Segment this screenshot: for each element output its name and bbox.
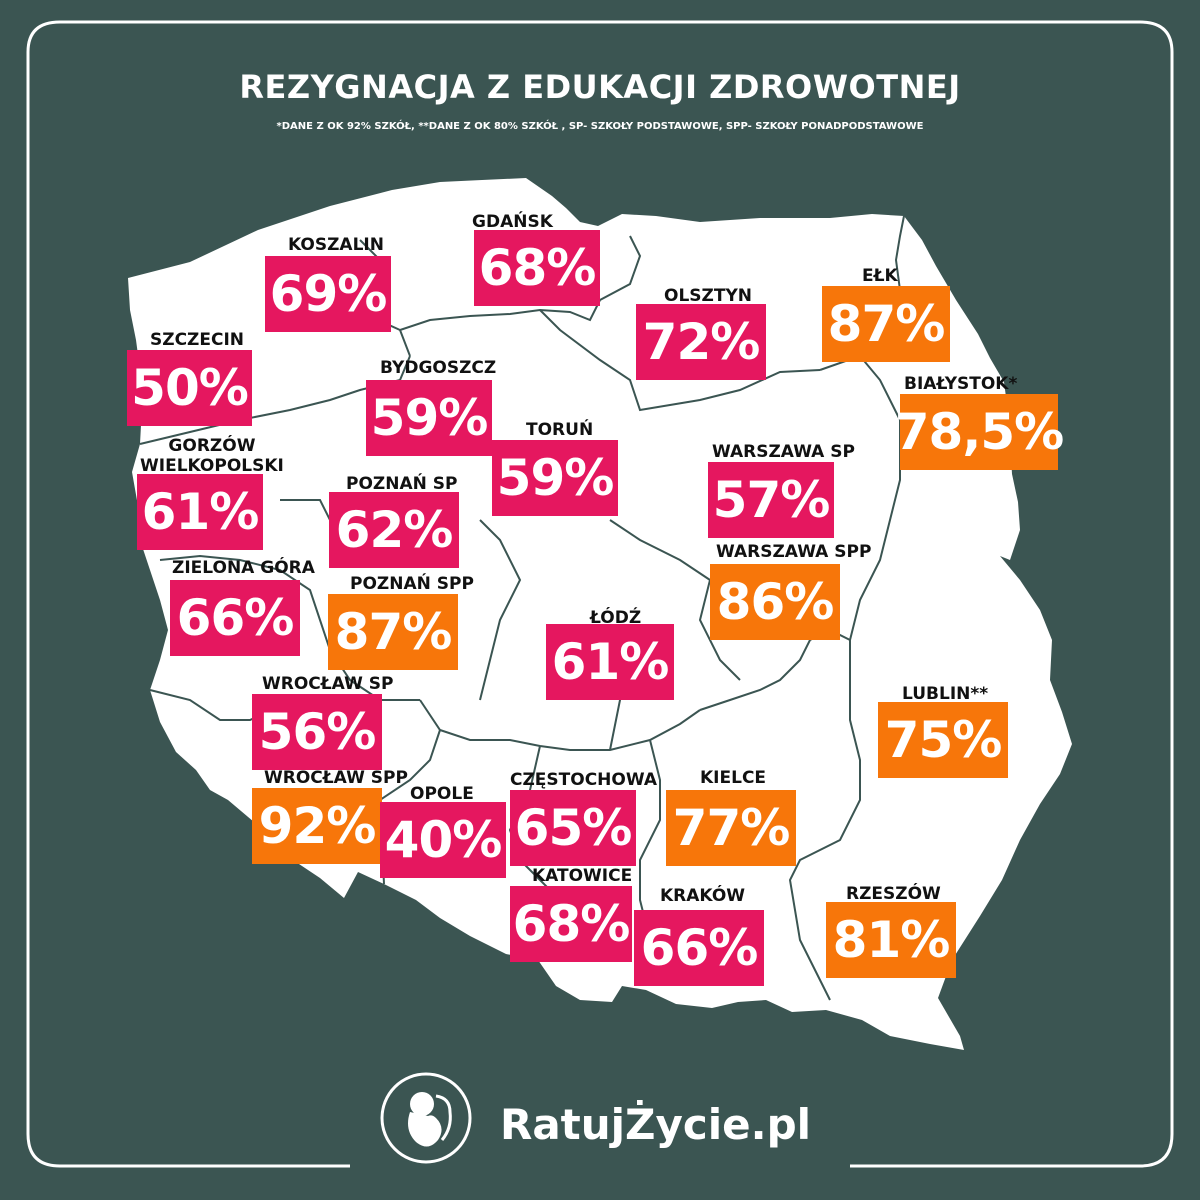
region-name: POZNAŃ SPP <box>350 574 474 594</box>
page-title: REZYGNACJA Z EDUKACJI ZDROWOTNEJ <box>239 68 961 106</box>
region-percentage-badge: 66% <box>634 910 764 986</box>
region-percentage-badge: 50% <box>127 350 252 426</box>
region-percentage-badge: 66% <box>170 580 300 656</box>
region-percentage-badge: 62% <box>329 492 459 568</box>
region-name: GDAŃSK <box>472 212 553 232</box>
fetus-in-circle-icon <box>380 1072 472 1164</box>
region-percentage-badge: 92% <box>252 788 382 864</box>
region-name: POZNAŃ SP <box>346 474 458 494</box>
region-name: WARSZAWA SPP <box>716 542 872 562</box>
region-name: KRAKÓW <box>660 886 746 906</box>
region-percentage-badge: 72% <box>636 304 766 380</box>
region-percentage-badge: 57% <box>708 462 834 538</box>
region-name: ŁÓDŹ <box>590 608 642 628</box>
region-name: RZESZÓW <box>846 884 941 904</box>
region-percentage-badge: 59% <box>366 380 492 456</box>
region-name: ZIELONA GÓRA <box>172 558 315 578</box>
page-subtitle: *DANE Z OK 92% SZKÓŁ, **DANE Z OK 80% SZ… <box>276 121 924 132</box>
region-percentage-badge: 65% <box>510 790 636 866</box>
region-name: KOSZALIN <box>288 235 384 255</box>
region-percentage-badge: 87% <box>822 286 950 362</box>
region-name: GORZÓW WIELKOPOLSKI <box>140 436 284 476</box>
region-percentage-badge: 86% <box>710 564 840 640</box>
region-percentage-badge: 68% <box>474 230 600 306</box>
region-name: BIAŁYSTOK* <box>904 374 1018 394</box>
region-name: BYDGOSZCZ <box>380 358 497 378</box>
region-percentage-badge: 75% <box>878 702 1008 778</box>
region-percentage-badge: 59% <box>492 440 618 516</box>
brand-logo-text: RatujŻycie.pl <box>500 1100 812 1149</box>
region-percentage-badge: 68% <box>510 886 632 962</box>
region-name: KATOWICE <box>532 866 633 886</box>
region-percentage-badge: 87% <box>328 594 458 670</box>
region-name: TORUŃ <box>526 420 594 440</box>
region-percentage-badge: 77% <box>666 790 796 866</box>
region-name: OLSZTYN <box>664 286 752 306</box>
region-name: KIELCE <box>700 768 767 788</box>
region-percentage-badge: 56% <box>252 694 382 770</box>
region-name: EŁK <box>862 266 898 286</box>
region-percentage-badge: 69% <box>265 256 391 332</box>
region-name: WROCŁAW SPP <box>264 768 408 788</box>
region-percentage-badge: 78,5% <box>895 394 1064 470</box>
region-percentage-badge: 81% <box>826 902 956 978</box>
region-percentage-badge: 61% <box>546 624 674 700</box>
region-percentage-badge: 40% <box>380 802 506 878</box>
region-name: WROCŁAW SP <box>262 674 394 694</box>
region-name: LUBLIN** <box>902 684 989 704</box>
region-name: SZCZECIN <box>150 330 245 350</box>
region-percentage-badge: 61% <box>137 474 263 550</box>
region-name: OPOLE <box>410 784 474 804</box>
region-name: CZĘSTOCHOWA <box>510 770 658 790</box>
region-name: WARSZAWA SP <box>712 442 855 462</box>
